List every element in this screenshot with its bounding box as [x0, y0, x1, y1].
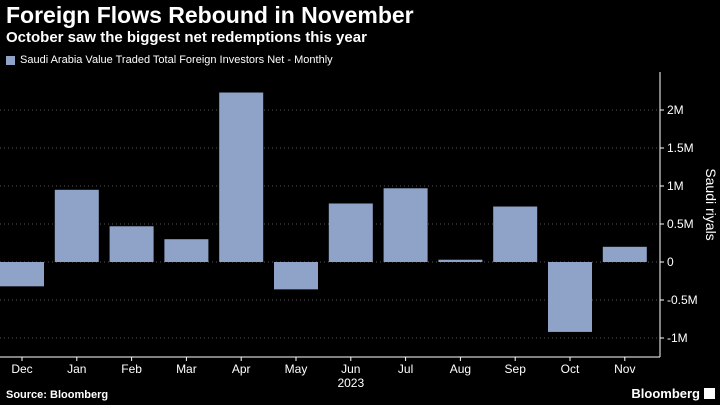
x-tick-label: Jun [341, 362, 360, 376]
bar-nov [602, 246, 647, 262]
brand-name: Bloomberg [631, 386, 700, 401]
y-tick-label: 0 [667, 255, 674, 269]
legend-label: Saudi Arabia Value Traded Total Foreign … [20, 54, 333, 66]
chart-legend: Saudi Arabia Value Traded Total Foreign … [6, 54, 333, 66]
x-tick-label: May [285, 362, 308, 376]
y-axis-title: Saudi riyals [703, 168, 719, 240]
chart-subtitle: October saw the biggest net redemptions … [6, 29, 367, 46]
brand-mark-icon [704, 388, 715, 399]
source-note: Source: Bloomberg [6, 389, 109, 401]
bar-may [274, 262, 318, 290]
y-tick-label: -0.5M [667, 293, 698, 307]
bar-apr [219, 92, 264, 263]
brand-logo: Bloomberg [631, 386, 715, 401]
bar-jan [54, 189, 99, 262]
x-tick-label: Jan [67, 362, 86, 376]
legend-swatch [6, 55, 15, 65]
bar-feb [109, 226, 154, 262]
x-tick-label: Aug [450, 362, 471, 376]
x-tick-label: Mar [176, 362, 197, 376]
bar-dec [0, 262, 44, 287]
x-tick-label: Apr [232, 362, 251, 376]
bar-sep [493, 206, 538, 262]
chart-title: Foreign Flows Rebound in November [6, 2, 414, 28]
x-tick-label: Feb [121, 362, 142, 376]
x-tick-label: Nov [614, 362, 635, 376]
y-tick-label: 0.5M [667, 217, 694, 231]
y-tick-label: 1M [667, 179, 684, 193]
x-year-label: 2023 [337, 376, 364, 390]
bar-oct [548, 262, 592, 332]
x-tick-label: Sep [505, 362, 527, 376]
x-tick-label: Dec [11, 362, 32, 376]
bar-aug [438, 259, 483, 262]
bar-jun [328, 203, 373, 262]
y-tick-label: 1.5M [667, 141, 694, 155]
x-tick-label: Jul [398, 362, 413, 376]
y-tick-label: -1M [667, 331, 688, 345]
y-tick-label: 2M [667, 103, 684, 117]
bar-jul [383, 188, 428, 262]
bar-mar [164, 239, 209, 262]
x-tick-label: Oct [561, 362, 580, 376]
